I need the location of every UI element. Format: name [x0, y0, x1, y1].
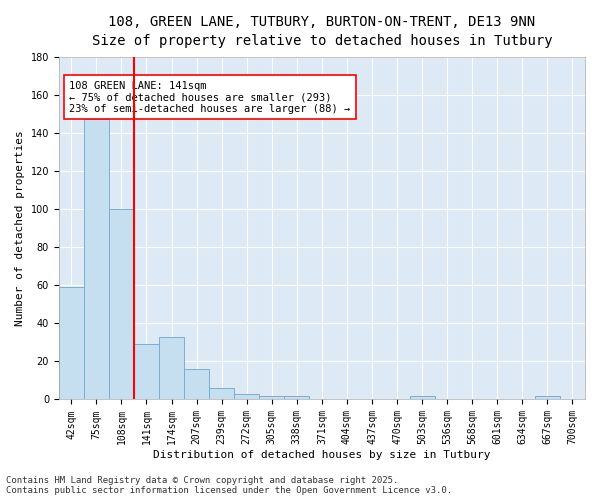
Bar — [59, 287, 84, 400]
X-axis label: Distribution of detached houses by size in Tutbury: Distribution of detached houses by size … — [153, 450, 491, 460]
Bar — [209, 388, 234, 400]
Bar — [284, 396, 310, 400]
Bar — [410, 396, 434, 400]
Bar — [159, 336, 184, 400]
Bar — [535, 396, 560, 400]
Bar — [184, 369, 209, 400]
Bar — [134, 344, 159, 400]
Y-axis label: Number of detached properties: Number of detached properties — [15, 130, 25, 326]
Bar — [84, 120, 109, 400]
Bar — [259, 396, 284, 400]
Text: 108 GREEN LANE: 141sqm
← 75% of detached houses are smaller (293)
23% of semi-de: 108 GREEN LANE: 141sqm ← 75% of detached… — [70, 80, 350, 114]
Title: 108, GREEN LANE, TUTBURY, BURTON-ON-TRENT, DE13 9NN
Size of property relative to: 108, GREEN LANE, TUTBURY, BURTON-ON-TREN… — [92, 15, 552, 48]
Text: Contains HM Land Registry data © Crown copyright and database right 2025.
Contai: Contains HM Land Registry data © Crown c… — [6, 476, 452, 495]
Bar — [234, 394, 259, 400]
Bar — [109, 209, 134, 400]
